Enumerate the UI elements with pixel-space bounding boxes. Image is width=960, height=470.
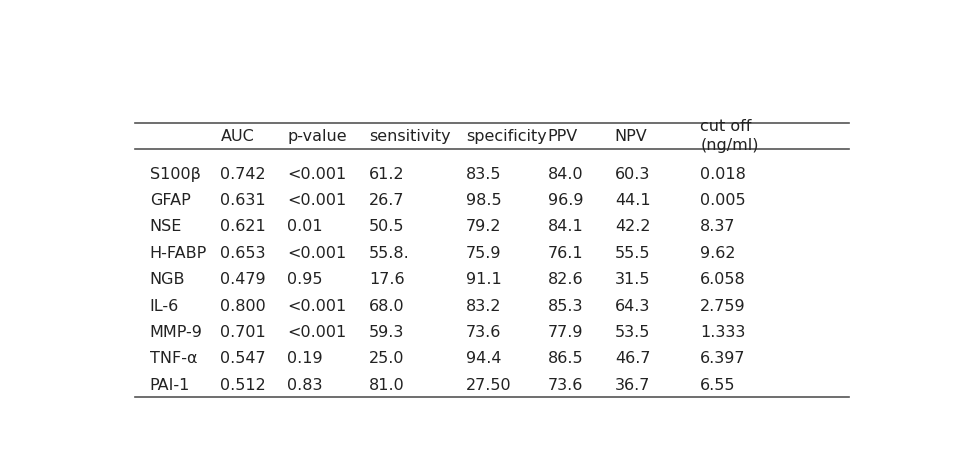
Text: <0.001: <0.001 (287, 298, 347, 313)
Text: AUC: AUC (221, 128, 254, 143)
Text: 2.759: 2.759 (701, 298, 746, 313)
Text: 46.7: 46.7 (614, 352, 650, 367)
Text: cut off
(ng/ml): cut off (ng/ml) (701, 119, 758, 153)
Text: 27.50: 27.50 (466, 378, 512, 393)
Text: 31.5: 31.5 (614, 272, 650, 287)
Text: IL-6: IL-6 (150, 298, 179, 313)
Text: 6.058: 6.058 (701, 272, 746, 287)
Text: specificity: specificity (466, 128, 546, 143)
Text: <0.001: <0.001 (287, 193, 347, 208)
Text: 0.005: 0.005 (701, 193, 746, 208)
Text: <0.001: <0.001 (287, 246, 347, 261)
Text: 84.0: 84.0 (548, 166, 584, 181)
Text: p-value: p-value (287, 128, 347, 143)
Text: 60.3: 60.3 (614, 166, 650, 181)
Text: 0.479: 0.479 (221, 272, 266, 287)
Text: 0.701: 0.701 (221, 325, 266, 340)
Text: 0.19: 0.19 (287, 352, 323, 367)
Text: 96.9: 96.9 (548, 193, 584, 208)
Text: 53.5: 53.5 (614, 325, 650, 340)
Text: 76.1: 76.1 (548, 246, 584, 261)
Text: 81.0: 81.0 (370, 378, 405, 393)
Text: <0.001: <0.001 (287, 325, 347, 340)
Text: 8.37: 8.37 (701, 219, 735, 235)
Text: 6.55: 6.55 (701, 378, 735, 393)
Text: 0.547: 0.547 (221, 352, 266, 367)
Text: 0.621: 0.621 (221, 219, 266, 235)
Text: 17.6: 17.6 (370, 272, 405, 287)
Text: 79.2: 79.2 (466, 219, 501, 235)
Text: 73.6: 73.6 (466, 325, 501, 340)
Text: sensitivity: sensitivity (370, 128, 451, 143)
Text: 0.653: 0.653 (221, 246, 266, 261)
Text: 0.018: 0.018 (701, 166, 746, 181)
Text: S100β: S100β (150, 166, 201, 181)
Text: PPV: PPV (548, 128, 578, 143)
Text: 75.9: 75.9 (466, 246, 501, 261)
Text: 68.0: 68.0 (370, 298, 405, 313)
Text: 6.397: 6.397 (701, 352, 746, 367)
Text: H-FABP: H-FABP (150, 246, 207, 261)
Text: 0.83: 0.83 (287, 378, 323, 393)
Text: 36.7: 36.7 (614, 378, 650, 393)
Text: MMP-9: MMP-9 (150, 325, 203, 340)
Text: 64.3: 64.3 (614, 298, 650, 313)
Text: 86.5: 86.5 (548, 352, 584, 367)
Text: 77.9: 77.9 (548, 325, 584, 340)
Text: 0.95: 0.95 (287, 272, 323, 287)
Text: GFAP: GFAP (150, 193, 190, 208)
Text: 0.512: 0.512 (221, 378, 266, 393)
Text: 98.5: 98.5 (466, 193, 501, 208)
Text: 1.333: 1.333 (701, 325, 746, 340)
Text: 9.62: 9.62 (701, 246, 735, 261)
Text: 44.1: 44.1 (614, 193, 650, 208)
Text: 84.1: 84.1 (548, 219, 584, 235)
Text: 0.742: 0.742 (221, 166, 266, 181)
Text: 0.631: 0.631 (221, 193, 266, 208)
Text: 50.5: 50.5 (370, 219, 405, 235)
Text: 61.2: 61.2 (370, 166, 405, 181)
Text: 26.7: 26.7 (370, 193, 405, 208)
Text: NGB: NGB (150, 272, 185, 287)
Text: PAI-1: PAI-1 (150, 378, 190, 393)
Text: 42.2: 42.2 (614, 219, 650, 235)
Text: TNF-α: TNF-α (150, 352, 197, 367)
Text: 25.0: 25.0 (370, 352, 405, 367)
Text: 83.2: 83.2 (466, 298, 501, 313)
Text: NSE: NSE (150, 219, 182, 235)
Text: 55.5: 55.5 (614, 246, 650, 261)
Text: 55.8.: 55.8. (370, 246, 410, 261)
Text: 85.3: 85.3 (548, 298, 584, 313)
Text: NPV: NPV (614, 128, 647, 143)
Text: 0.01: 0.01 (287, 219, 323, 235)
Text: 0.800: 0.800 (221, 298, 266, 313)
Text: 82.6: 82.6 (548, 272, 584, 287)
Text: 59.3: 59.3 (370, 325, 404, 340)
Text: 73.6: 73.6 (548, 378, 583, 393)
Text: 83.5: 83.5 (466, 166, 501, 181)
Text: <0.001: <0.001 (287, 166, 347, 181)
Text: 91.1: 91.1 (466, 272, 502, 287)
Text: 94.4: 94.4 (466, 352, 501, 367)
